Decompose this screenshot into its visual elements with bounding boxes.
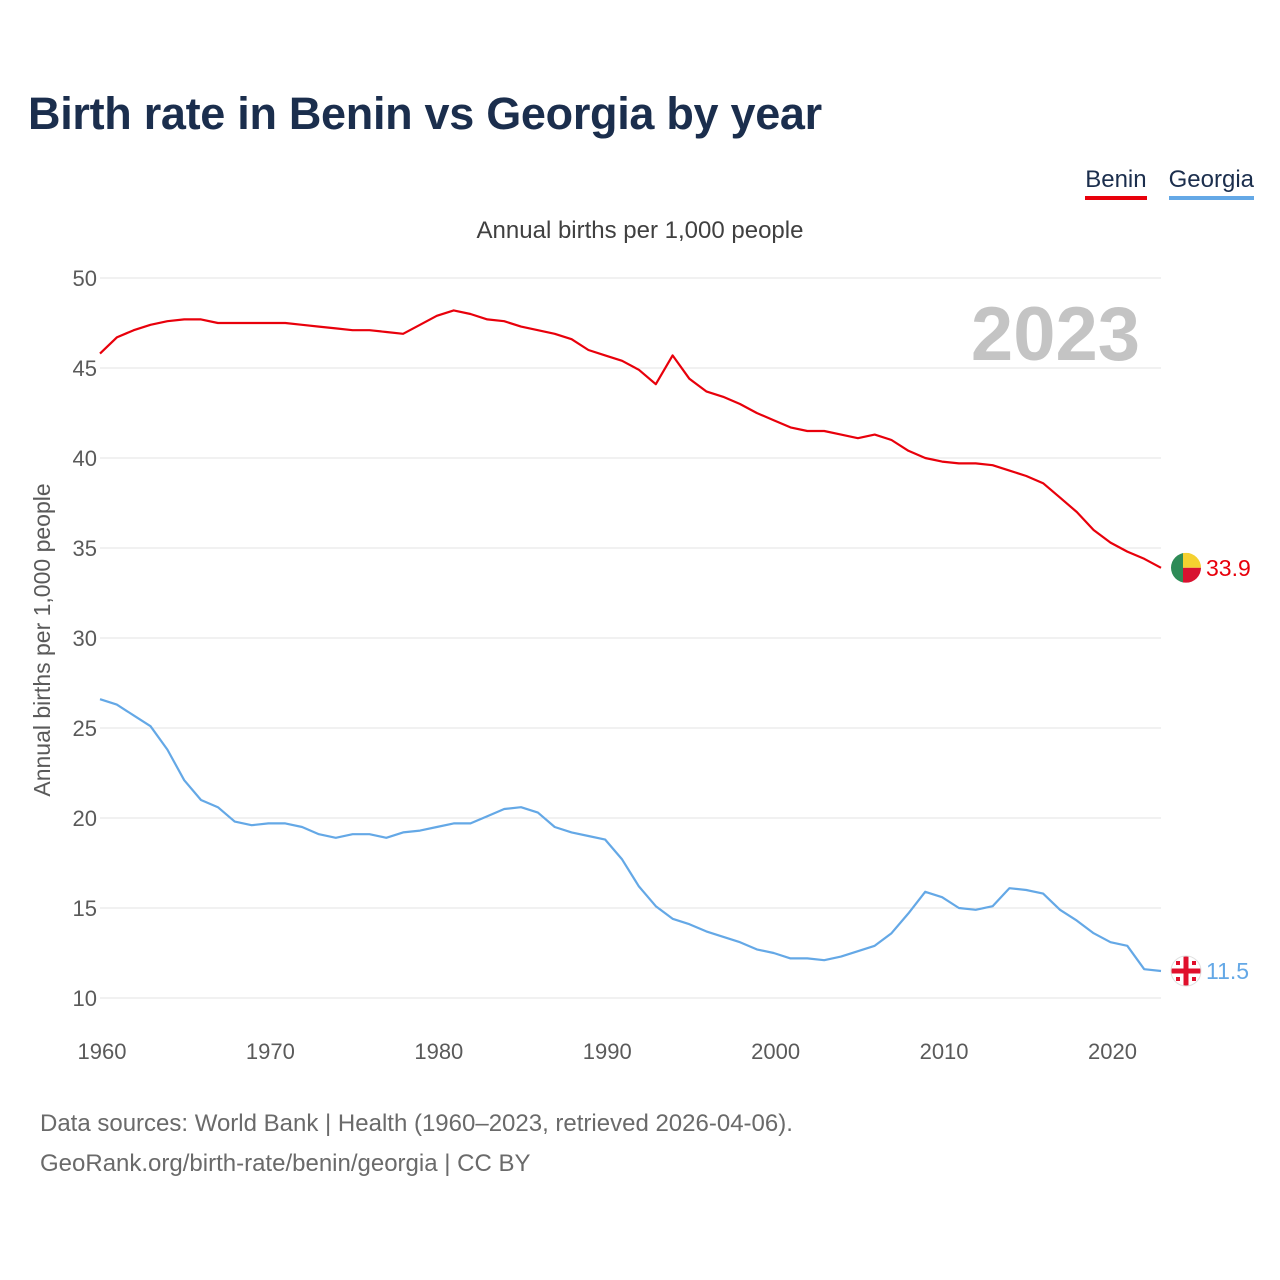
x-tick-label: 2020 bbox=[1088, 1039, 1137, 1064]
source-note: Data sources: World Bank | Health (1960–… bbox=[40, 1104, 793, 1184]
source-line: Data sources: World Bank | Health (1960–… bbox=[40, 1110, 793, 1137]
x-axis-ticks: 1960 1970 1980 1990 2000 2010 2020 bbox=[78, 1039, 1137, 1064]
georgia-flag-icon bbox=[1170, 955, 1202, 987]
y-tick-label: 25 bbox=[73, 716, 97, 741]
x-tick-label: 1980 bbox=[414, 1039, 463, 1064]
legend-item-benin[interactable]: Benin bbox=[1085, 166, 1147, 200]
legend-item-georgia[interactable]: Georgia bbox=[1168, 166, 1254, 200]
end-label-georgia: 11.5 bbox=[1206, 958, 1249, 984]
y-axis-label: Annual births per 1,000 people bbox=[29, 483, 55, 796]
url-line[interactable]: GeoRank.org/birth-rate/benin/georgia | C… bbox=[40, 1150, 531, 1177]
benin-flag-icon bbox=[1171, 552, 1201, 583]
chart-title: Birth rate in Benin vs Georgia by year bbox=[28, 88, 822, 139]
y-tick-label: 10 bbox=[73, 986, 97, 1011]
series-lines bbox=[99, 309, 1162, 973]
x-tick-label: 2010 bbox=[920, 1039, 969, 1064]
chart-subtitle: Annual births per 1,000 people bbox=[476, 217, 804, 244]
y-tick-label: 35 bbox=[73, 536, 97, 561]
series-line-georgia[interactable] bbox=[99, 698, 1162, 973]
legend: Benin Georgia bbox=[1085, 166, 1254, 200]
x-tick-label: 2000 bbox=[751, 1039, 800, 1064]
x-tick-label: 1990 bbox=[583, 1039, 632, 1064]
y-tick-label: 45 bbox=[73, 356, 97, 381]
y-tick-label: 20 bbox=[73, 806, 97, 831]
end-label-benin: 33.9 bbox=[1206, 555, 1251, 581]
y-tick-label: 15 bbox=[73, 896, 97, 921]
gridlines bbox=[100, 277, 1161, 999]
y-tick-label: 50 bbox=[73, 266, 97, 291]
x-tick-label: 1960 bbox=[78, 1039, 127, 1064]
x-tick-label: 1970 bbox=[246, 1039, 295, 1064]
y-axis-ticks: 10 15 20 25 30 35 40 45 50 bbox=[73, 266, 97, 1011]
year-watermark: 2023 bbox=[971, 292, 1140, 377]
y-tick-label: 40 bbox=[73, 446, 97, 471]
series-line-benin[interactable] bbox=[99, 309, 1162, 569]
y-tick-label: 30 bbox=[73, 626, 97, 651]
